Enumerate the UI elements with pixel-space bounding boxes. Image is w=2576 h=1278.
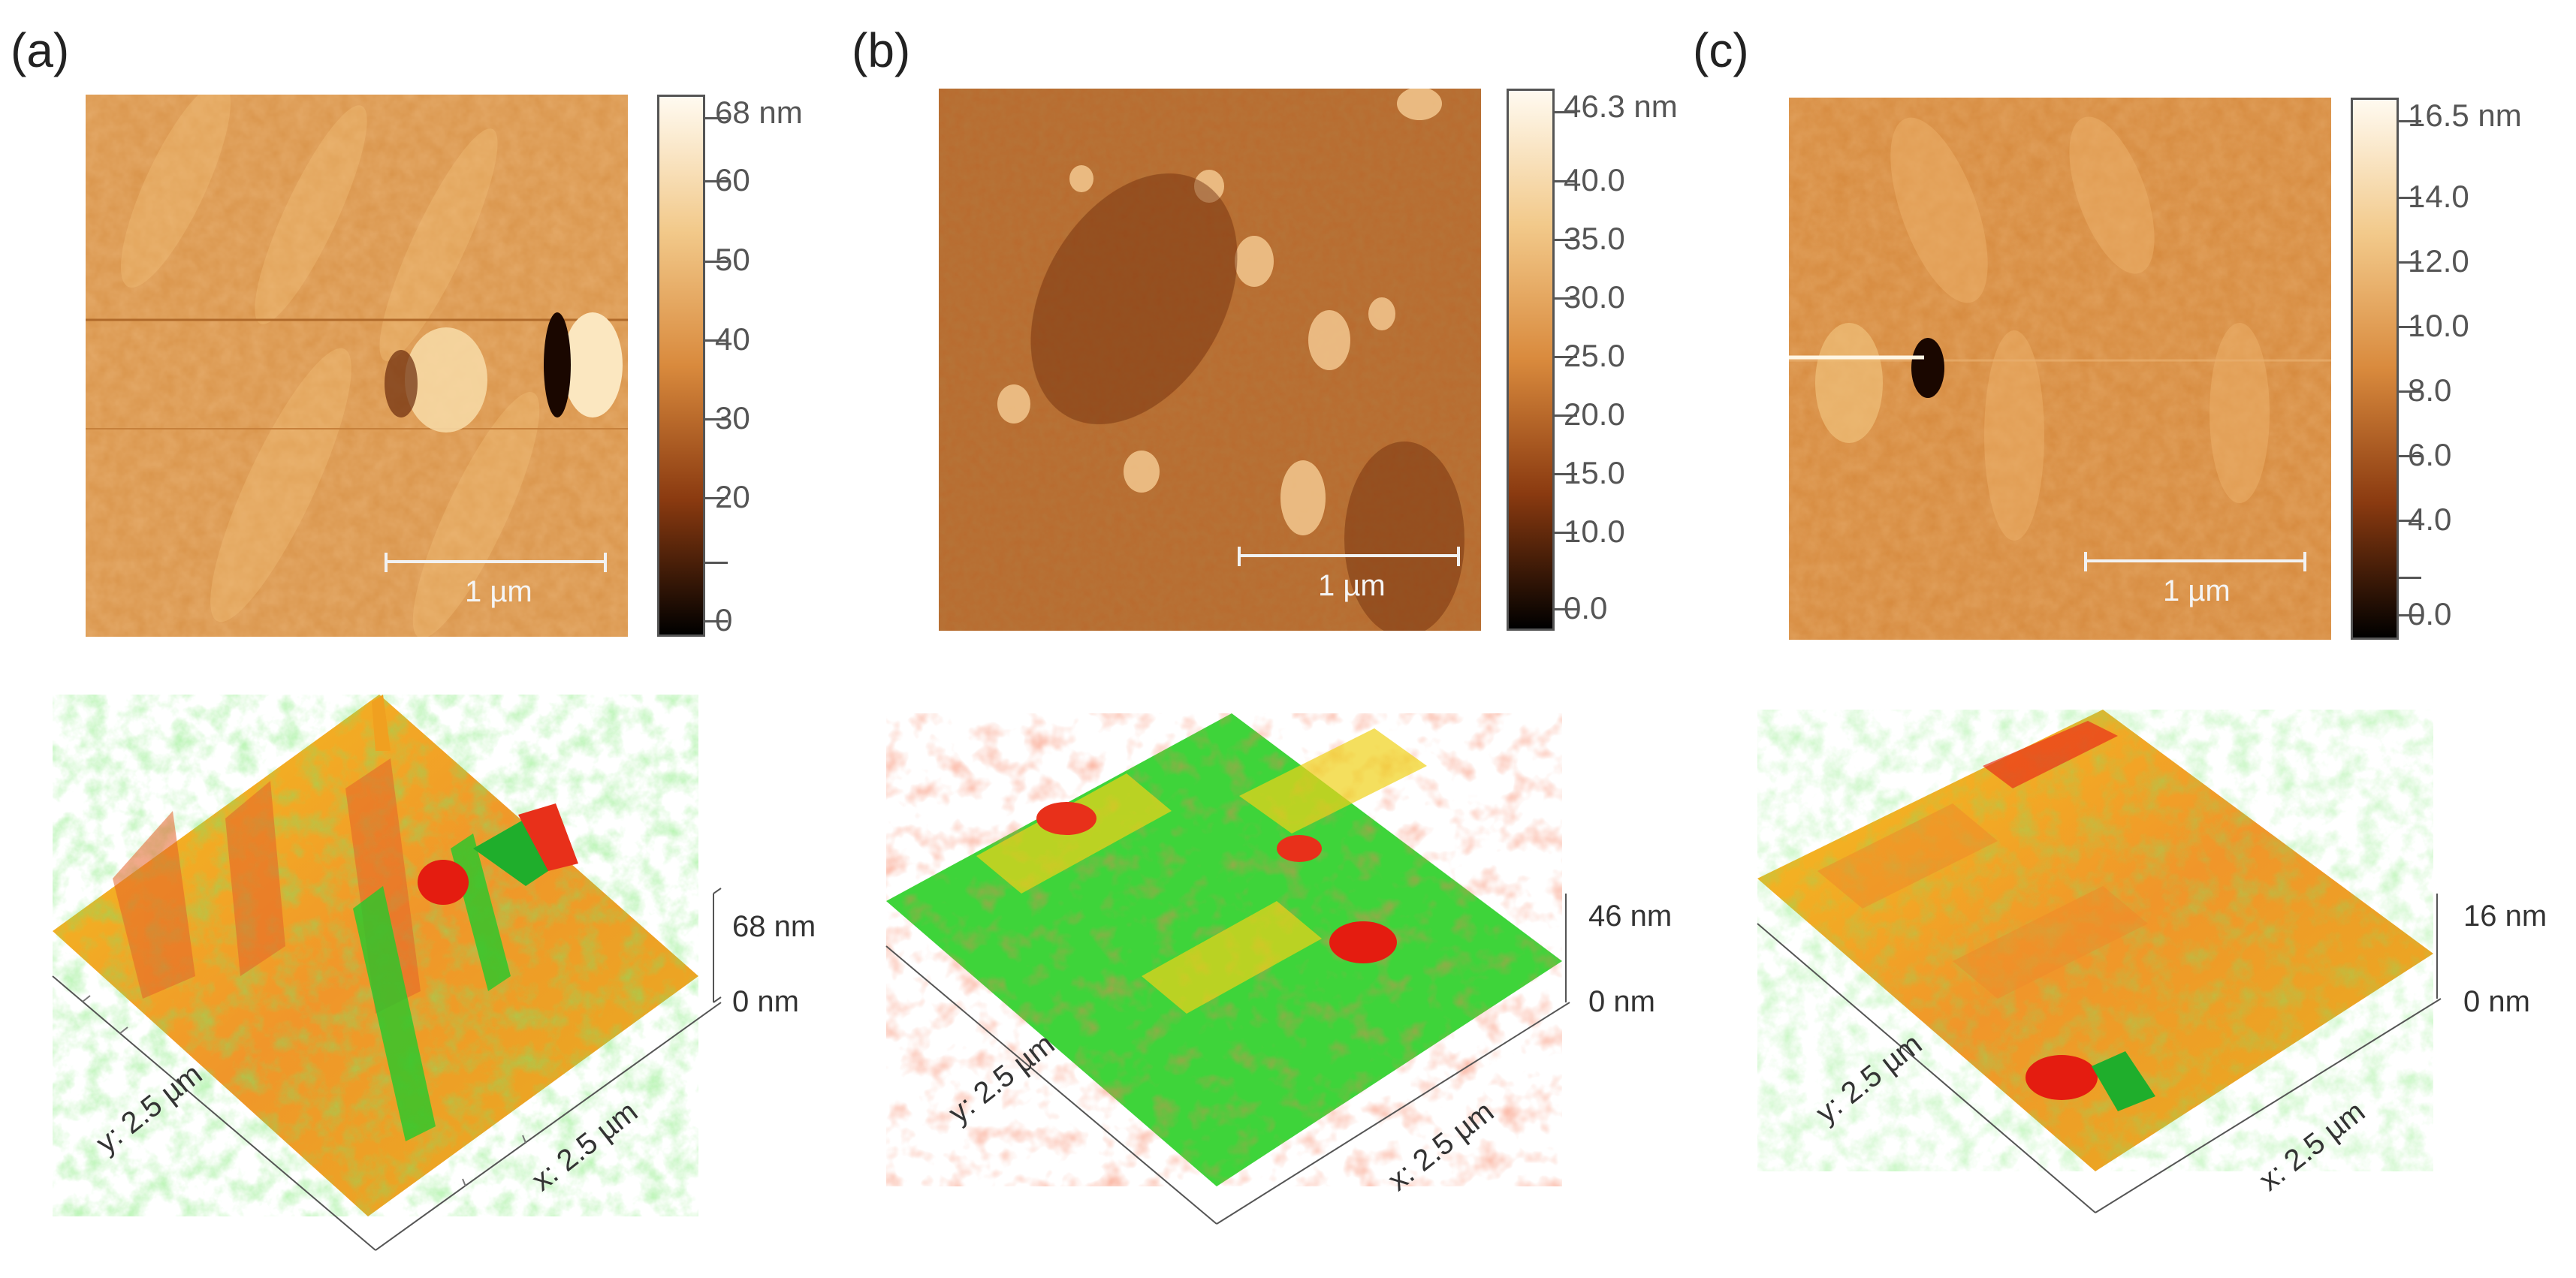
afm-height-map-image: 1 µm xyxy=(1789,98,2331,640)
colorbar-tick-label: 10.0 xyxy=(2408,308,2469,343)
colorbar-tick-label: 35.0 xyxy=(1564,221,1625,256)
colorbar-tick-label: 20 xyxy=(715,479,750,514)
colorbar-tick-label: 16.5 nm xyxy=(2408,98,2522,133)
colorbar-tick-label: 0 xyxy=(715,602,733,637)
panel-label: (c) xyxy=(1693,23,1749,77)
colorbar-tick-label: 14.0 xyxy=(2408,179,2469,214)
color-scale-bar xyxy=(657,95,705,637)
colorbar-tick-label: 6.0 xyxy=(2408,437,2452,472)
colorbar-tick-label: 10.0 xyxy=(1564,514,1625,549)
afm-3d-surface xyxy=(885,713,1570,1225)
colorbar-tick-label: 8.0 xyxy=(2408,372,2452,408)
z-axis-max-label: 16 nm xyxy=(2463,900,2547,933)
z-axis-max-label: 68 nm xyxy=(732,910,816,943)
colorbar-tick-label: 20.0 xyxy=(1564,396,1625,432)
afm-height-map-image: 1 µm xyxy=(939,89,1481,631)
colorbar-tick-label: 30 xyxy=(715,400,750,436)
panel-label: (a) xyxy=(11,23,70,77)
colorbar-tick-label: 50 xyxy=(715,242,750,277)
color-scale-bar xyxy=(1507,89,1555,631)
scale-bar-label: 1 µm xyxy=(2163,574,2231,607)
z-axis-min-label: 0 nm xyxy=(1588,985,1655,1018)
scale-bar-label: 1 µm xyxy=(1318,569,1386,602)
colorbar-tick-label: 0.0 xyxy=(2408,596,2452,631)
afm-height-map-image: 1 µm xyxy=(86,95,628,637)
colorbar-tick-label: 46.3 nm xyxy=(1564,89,1678,124)
color-scale-bar xyxy=(2351,98,2399,640)
colorbar-tick-label: 25.0 xyxy=(1564,338,1625,373)
colorbar-tick-label: 68 nm xyxy=(715,95,803,130)
colorbar-tick-label: 15.0 xyxy=(1564,455,1625,490)
scale-bar xyxy=(385,553,607,572)
panel-label: (b) xyxy=(852,23,911,77)
scale-bar xyxy=(2084,552,2306,571)
z-axis-min-label: 0 nm xyxy=(2463,985,2530,1018)
colorbar-tick-label: 60 xyxy=(715,162,750,197)
scale-bar xyxy=(1238,547,1460,566)
scale-bar-label: 1 µm xyxy=(465,575,532,608)
z-axis-min-label: 0 nm xyxy=(732,985,799,1018)
colorbar-tick-label: 4.0 xyxy=(2408,502,2452,537)
colorbar-tick-label: 12.0 xyxy=(2408,243,2469,279)
afm-3d-surface xyxy=(52,695,722,1251)
colorbar-tick-label: 0.0 xyxy=(1564,590,1608,625)
colorbar-tick-label: 30.0 xyxy=(1564,279,1625,315)
z-axis-max-label: 46 nm xyxy=(1588,900,1673,933)
colorbar-tick-label: 40 xyxy=(715,321,750,357)
colorbar-tick-label: 40.0 xyxy=(1564,162,1625,197)
